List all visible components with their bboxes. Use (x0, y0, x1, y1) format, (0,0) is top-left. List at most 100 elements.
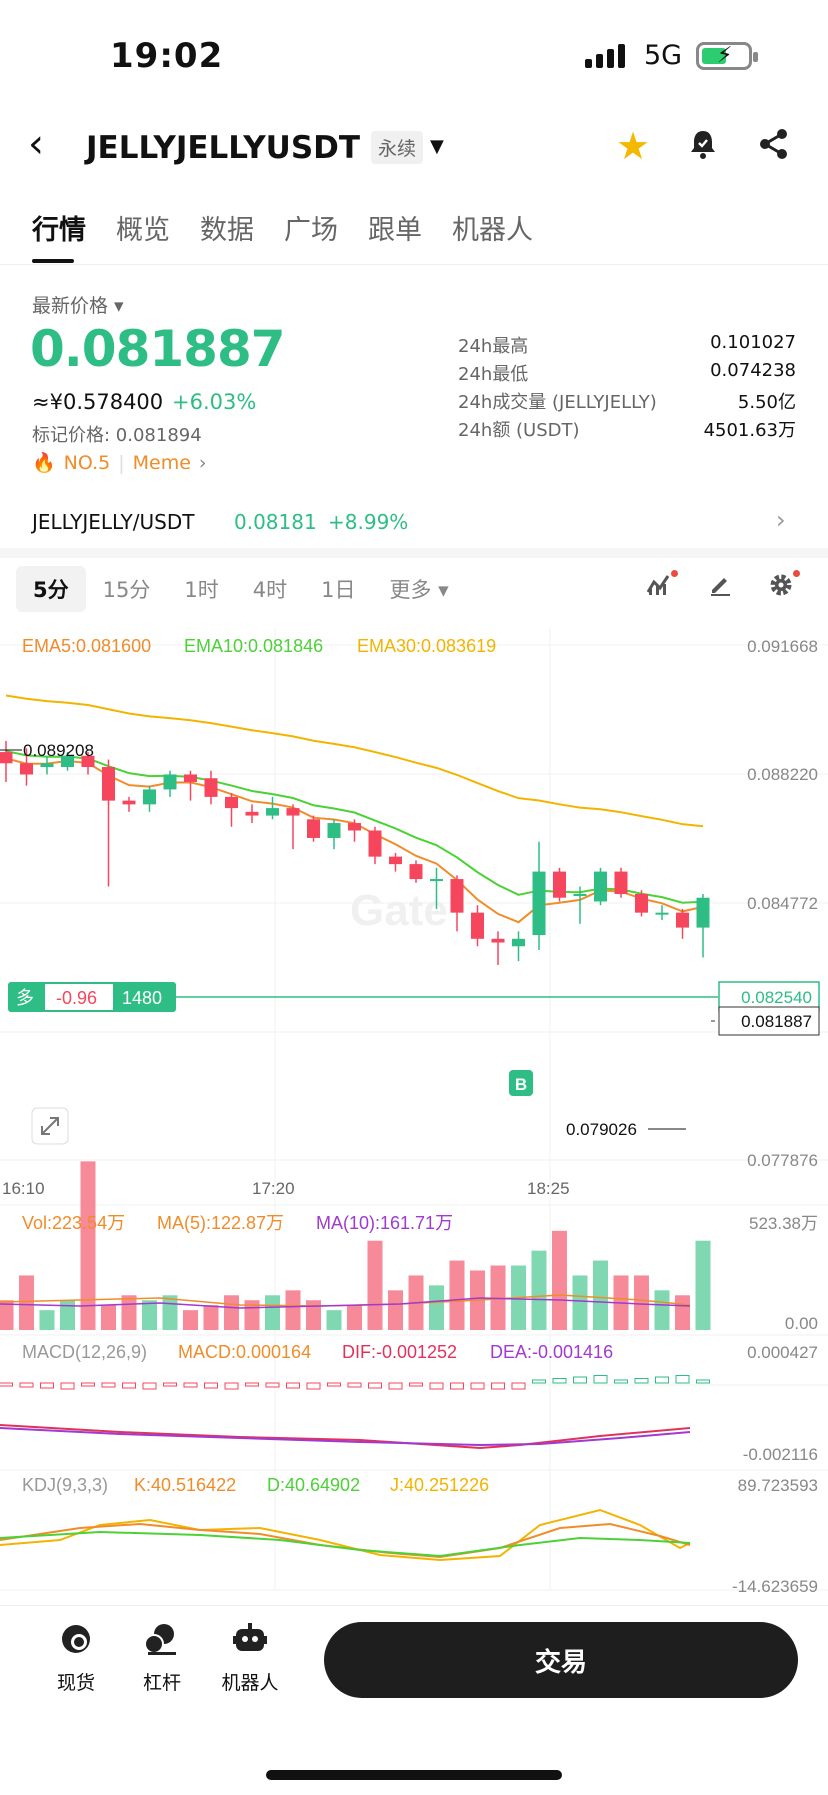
candle-body (102, 767, 115, 801)
ema-label-1: EMA10:0.081846 (184, 636, 323, 656)
tf-1h[interactable]: 1时 (184, 578, 219, 602)
macd-bar (286, 1382, 300, 1389)
contract-type-badge: 永续 (371, 131, 424, 164)
tab-square[interactable]: 广场 (284, 215, 338, 246)
tab-overview[interactable]: 概览 (116, 215, 170, 246)
candle-body (512, 938, 525, 947)
volume-bar (695, 1240, 711, 1330)
macd-bar (81, 1382, 95, 1387)
volume-bar (80, 1161, 96, 1330)
fullscreen-expand-icon[interactable] (31, 1107, 69, 1145)
indicator-icon[interactable] (646, 570, 678, 602)
tab-copy-trading[interactable]: 跟单 (368, 215, 422, 246)
candle-body (61, 755, 74, 768)
tab-market[interactable]: 行情 (32, 215, 86, 246)
volume-bar (142, 1300, 157, 1330)
candle-body (225, 796, 238, 809)
tf-more[interactable]: 更多 ▾ (389, 578, 449, 602)
draw-pencil-icon[interactable] (708, 572, 732, 602)
macd-bar (511, 1382, 526, 1390)
back-button[interactable]: ‹ (28, 121, 44, 167)
ema-label-0: EMA5:0.081600 (22, 636, 151, 656)
volume-bar (552, 1230, 567, 1330)
divider (0, 1605, 828, 1606)
vol-tick: 523.38万 (749, 1214, 818, 1233)
trade-button[interactable]: 交易 (324, 1622, 798, 1698)
rank-row[interactable]: 🔥 NO.5 | Meme › (32, 451, 207, 475)
macd-bar (655, 1376, 669, 1384)
tf-4h[interactable]: 4时 (252, 578, 288, 602)
volume-bar (593, 1260, 608, 1330)
settings-gear-icon[interactable] (768, 570, 800, 604)
position-badge[interactable]: 多 -0.96 1480 (8, 982, 176, 1012)
kdj-label-3: J:40.251226 (390, 1475, 489, 1495)
candle-body (368, 830, 382, 857)
tf-5m[interactable]: 5分 (16, 566, 86, 612)
position-pnl: -0.96 (56, 988, 97, 1008)
candle-body (81, 755, 95, 768)
tf-15m[interactable]: 15分 (102, 578, 151, 602)
macd-bar (101, 1382, 116, 1388)
volume-bar (101, 1305, 116, 1330)
candle-body (245, 811, 259, 816)
candle-body (409, 864, 423, 880)
candle-body (389, 856, 402, 865)
buy-marker-label: B (515, 1075, 527, 1094)
volume-bar (572, 1275, 588, 1330)
share-icon[interactable] (758, 128, 790, 160)
kdj-d-line (0, 1530, 691, 1558)
spot-coins-icon (62, 1625, 90, 1653)
price-tick: 0.091668 (747, 637, 818, 656)
current-price-box (718, 1006, 820, 1036)
candle-body (204, 778, 218, 797)
macd-dif-line (0, 1424, 691, 1450)
rank-separator: | (118, 451, 125, 474)
vol-label-2: MA(10):161.71万 (316, 1213, 453, 1233)
last-price: 0.081887 (30, 320, 286, 378)
stat-row-high: 24h最高 0.101027 (458, 332, 796, 357)
active-tab-indicator (32, 259, 74, 263)
section-divider (0, 548, 828, 558)
macd-bar (368, 1382, 382, 1389)
buy-marker[interactable] (509, 1070, 533, 1096)
candlestick-chart[interactable]: Gate EMA5:0.081600 EMA10:0.081846 EMA30:0.… (0, 628, 828, 1593)
candle-body (307, 819, 320, 838)
entry-price-box (718, 981, 820, 1011)
macd-bar (327, 1382, 341, 1387)
candle-body (450, 879, 464, 913)
tf-1d[interactable]: 1日 (321, 578, 356, 602)
nav-spot[interactable]: 现货 (40, 1622, 112, 1695)
alert-bell-icon[interactable] (688, 128, 718, 160)
spot-pair-link[interactable]: JELLYJELLY/USDT (32, 510, 195, 534)
candle-body (40, 763, 54, 768)
tab-bots[interactable]: 机器人 (452, 215, 533, 246)
mark-price: 标记价格: 0.081894 (32, 425, 202, 446)
stat-row-low: 24h最低 0.074238 (458, 360, 796, 385)
volume-bar (121, 1295, 137, 1330)
tab-data[interactable]: 数据 (200, 215, 254, 246)
favorite-star-icon[interactable]: ★ (616, 124, 651, 168)
kdj-label-0: KDJ(9,3,3) (22, 1475, 108, 1495)
kdj-j-line (0, 1508, 691, 1562)
volume-bar (531, 1250, 547, 1330)
chevron-right-icon[interactable]: › (776, 506, 786, 534)
macd-tick: 0.000427 (747, 1343, 818, 1362)
symbol-dropdown-icon[interactable]: ▼ (430, 136, 444, 157)
macd-bar (614, 1379, 628, 1384)
price-tick: 0.088220 (747, 765, 818, 784)
macd-bar (347, 1382, 362, 1388)
kdj-tick: 89.723593 (738, 1476, 818, 1495)
macd-label-2: DIF:-0.001252 (342, 1342, 457, 1362)
volume-bar (326, 1310, 342, 1330)
nav-bot[interactable]: 机器人 (214, 1622, 286, 1695)
candle-body (573, 893, 587, 896)
last-price-label[interactable]: 最新价格 ▾ (32, 295, 124, 317)
symbol-title[interactable]: JELLYJELLYUSDT (86, 130, 361, 166)
candle-body (676, 912, 689, 928)
position-qty: 1480 (122, 988, 162, 1008)
volume-bar (347, 1305, 362, 1330)
current-price-label: 0.081887 (741, 1012, 812, 1031)
time-tick: 16:10 (2, 1179, 45, 1198)
volume-bar (183, 1310, 198, 1330)
nav-margin[interactable]: 杠杆 (126, 1622, 198, 1695)
